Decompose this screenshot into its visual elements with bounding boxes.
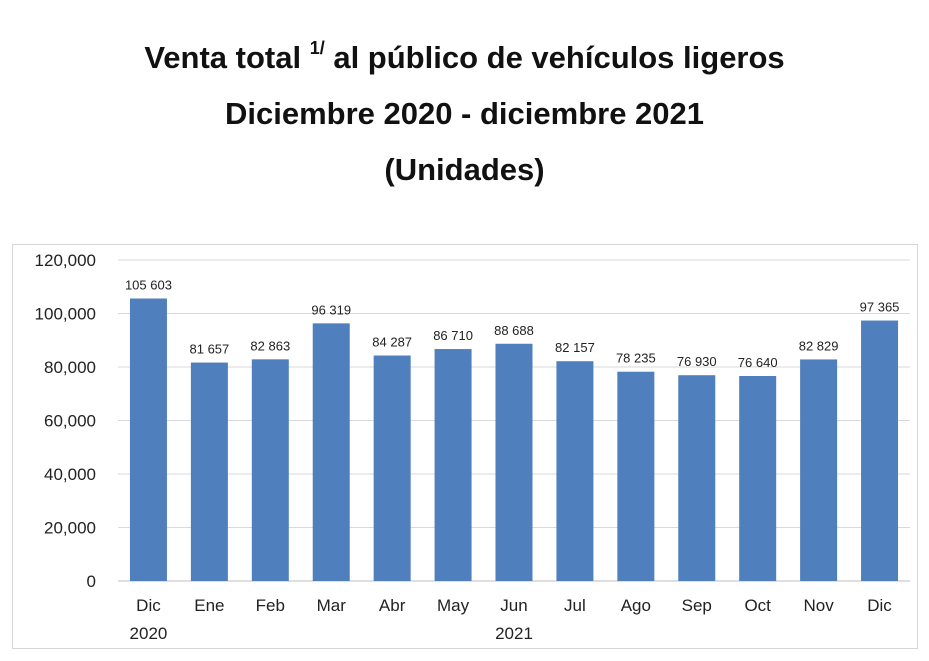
title-line-2: Diciembre 2020 - diciembre 2021 [224,96,705,131]
bar [251,359,289,581]
x-tick-label: Ene [194,596,224,615]
x-tick-label: Jul [564,596,586,615]
x-tick-label: May [437,596,470,615]
bars [129,298,899,581]
y-tick-label: 40,000 [44,465,96,484]
y-tick-label: 100,000 [35,305,96,324]
bar [800,359,838,581]
y-axis-ticks: 0 20,000 40,000 60,000 80,000 100,000 120,000 [35,251,96,591]
data-label: 88 688 [494,323,534,338]
y-tick-label: 20,000 [44,519,96,538]
bar [373,355,411,581]
x-tick-label: Feb [256,596,285,615]
title-line-1: Venta total 1/ al público de vehículos l… [0,30,929,86]
y-tick-label: 60,000 [44,412,96,431]
bar [495,343,533,581]
x-tick-label: Sep [682,596,712,615]
chart-title: Venta total 1/ al público de vehículos l… [0,30,929,198]
x-tick-label: Nov [803,596,834,615]
data-label: 97 365 [860,300,900,315]
data-label: 84 287 [372,335,412,350]
x-tick-label: Ago [621,596,651,615]
data-label: 78 235 [616,351,656,366]
bar [434,349,472,581]
x-tick-label: Dic [867,596,892,615]
title-main-text: Venta total [144,40,302,75]
x-tick-label: Dic [136,596,161,615]
data-label: 81 657 [190,342,230,357]
data-label: 96 319 [311,302,351,317]
data-label: 105 603 [125,278,172,293]
x-tick-label: Oct [744,596,771,615]
data-label: 76 930 [677,354,717,369]
bar [678,375,716,581]
y-tick-label: 120,000 [35,251,96,270]
x-axis-ticks: Dic Ene Feb Mar Abr May Jun Jul Ago Sep Oct Nov Dic 2… [130,596,893,643]
y-tick-label: 0 [87,572,96,591]
bar [190,362,228,581]
x-tick-label: Abr [379,596,406,615]
title-rest-text: al público de vehículos ligeros [333,40,785,75]
bar [312,323,350,581]
title-footnote-mark: 1/ [309,38,325,58]
bar [129,298,167,581]
x-year-label: 2020 [130,624,168,643]
data-label: 82 863 [250,338,290,353]
data-label: 82 157 [555,340,595,355]
bar [739,375,777,581]
title-line-3: (Unidades) [384,152,545,187]
y-tick-label: 80,000 [44,358,96,377]
x-tick-label: Jun [500,596,527,615]
data-label: 86 710 [433,328,473,343]
bar [556,361,594,581]
data-label: 76 640 [738,355,778,370]
bar [861,320,899,581]
x-year-label: 2021 [495,624,533,643]
bar [617,371,655,581]
x-tick-label: Mar [317,596,347,615]
data-labels: 105 603 81 657 82 863 96 319 84 287 86 710 88 … [125,278,899,370]
data-label: 82 829 [799,338,839,353]
